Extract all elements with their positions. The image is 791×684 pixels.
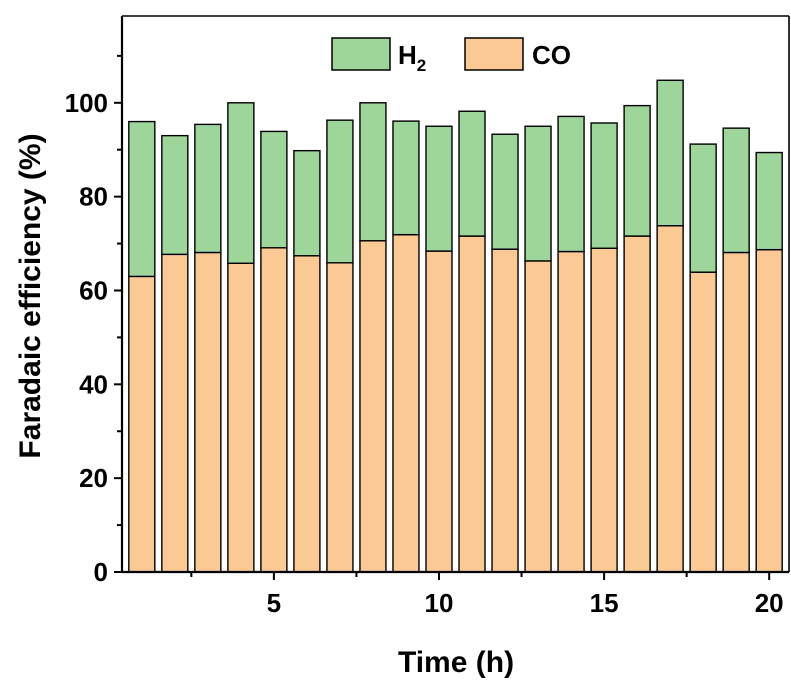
bar-co-12 <box>491 248 519 573</box>
legend-label-h2-subscript: 2 <box>417 56 426 75</box>
bar-co-7 <box>326 262 354 573</box>
bar-h2-1 <box>128 120 156 278</box>
y-axis-title: Faradaic efficiency (%) <box>14 133 47 458</box>
bar-h2-7 <box>326 119 354 264</box>
bar-h2-20 <box>755 151 783 251</box>
bar-h2-19 <box>722 127 750 254</box>
legend-swatch-h2 <box>331 37 391 71</box>
y-tick-label-0: 0 <box>94 557 108 587</box>
bar-co-1 <box>128 275 156 573</box>
y-tick-label-80: 80 <box>79 182 108 212</box>
y-tick-label-20: 20 <box>79 463 108 493</box>
bar-h2-15 <box>590 122 618 249</box>
bar-co-16 <box>623 235 651 573</box>
legend: H2 CO <box>331 37 571 75</box>
y-tick-label-60: 60 <box>79 275 108 305</box>
y-tick-label-100: 100 <box>65 88 108 118</box>
bar-co-14 <box>557 250 585 573</box>
bars-layer <box>128 79 783 573</box>
x-axis-title: Time (h) <box>398 646 514 679</box>
bar-co-2 <box>161 253 189 573</box>
bar-co-13 <box>524 260 552 573</box>
bar-h2-11 <box>458 110 486 237</box>
bar-co-3 <box>194 251 222 573</box>
bar-co-17 <box>656 225 684 573</box>
bar-co-19 <box>722 251 750 573</box>
y-tick-label-40: 40 <box>79 369 108 399</box>
bar-co-8 <box>359 240 387 573</box>
bar-h2-9 <box>392 120 420 236</box>
legend-swatch-co <box>464 37 524 71</box>
bar-co-11 <box>458 235 486 573</box>
bar-co-5 <box>260 247 288 573</box>
x-tick-label-15: 15 <box>590 588 619 618</box>
bar-h2-6 <box>293 149 321 257</box>
x-tick-label-20: 20 <box>755 588 784 618</box>
bar-h2-5 <box>260 130 288 249</box>
bar-co-18 <box>689 271 717 573</box>
bar-h2-17 <box>656 79 684 227</box>
bar-h2-3 <box>194 123 222 254</box>
bar-h2-12 <box>491 133 519 250</box>
legend-label-co: CO <box>532 40 571 70</box>
bar-h2-18 <box>689 143 717 273</box>
legend-label-h2-main: H <box>398 40 417 70</box>
x-tick-label-5: 5 <box>267 588 281 618</box>
bar-co-20 <box>755 248 783 573</box>
bar-h2-10 <box>425 125 453 252</box>
x-tick-label-10: 10 <box>425 588 454 618</box>
bar-h2-13 <box>524 125 552 262</box>
bar-h2-2 <box>161 134 189 256</box>
bar-co-10 <box>425 250 453 573</box>
bar-h2-8 <box>359 102 387 242</box>
axes-layer <box>120 15 790 574</box>
legend-label-h2: H2 <box>398 40 426 75</box>
bar-h2-16 <box>623 104 651 237</box>
bar-co-9 <box>392 233 420 573</box>
bar-co-6 <box>293 255 321 573</box>
bar-h2-14 <box>557 115 585 253</box>
bar-co-4 <box>227 262 255 573</box>
bar-h2-4 <box>227 102 255 264</box>
bar-co-15 <box>590 247 618 573</box>
ticks-layer: 0 20 40 60 80 100 5 10 15 20 <box>65 54 784 618</box>
